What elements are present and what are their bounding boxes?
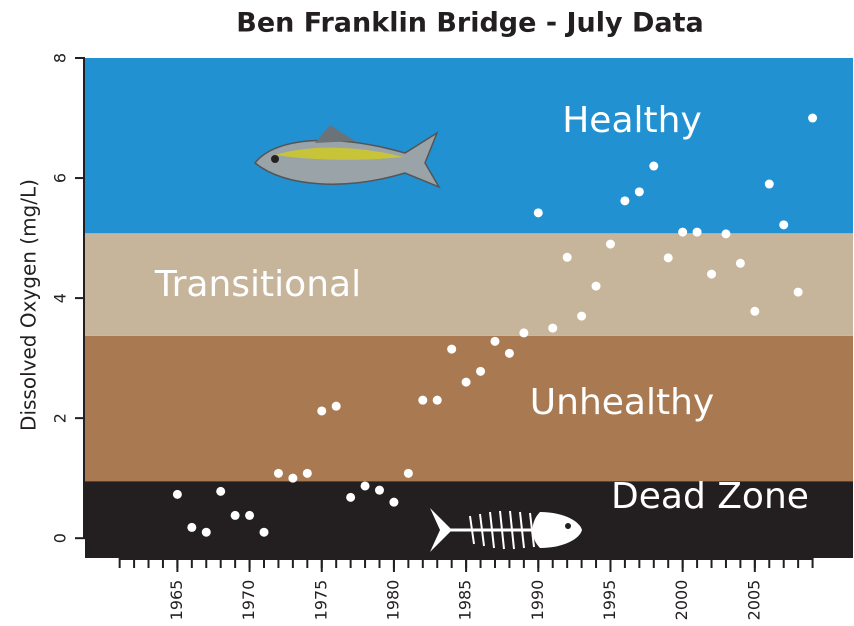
point xyxy=(735,258,745,268)
x-tick-label: 1995 xyxy=(600,580,619,621)
x-tick-label: 1980 xyxy=(383,580,402,621)
x-tick-label: 2000 xyxy=(672,580,691,621)
point xyxy=(187,522,197,532)
y-tick-label: 4 xyxy=(51,293,70,303)
x-tick-label: 1990 xyxy=(528,580,547,621)
point xyxy=(216,486,226,496)
plot xyxy=(85,58,853,558)
point xyxy=(288,473,298,483)
point xyxy=(504,348,514,358)
point xyxy=(793,287,803,297)
x-tick-label: 1965 xyxy=(167,580,186,621)
decorations xyxy=(253,125,582,552)
point xyxy=(447,344,457,354)
point xyxy=(259,527,269,537)
point xyxy=(548,323,558,333)
x-tick-label: 1970 xyxy=(239,580,258,621)
y-tick-label: 6 xyxy=(51,173,70,183)
x-tick-label: 2005 xyxy=(744,580,763,621)
healthy-fish xyxy=(253,125,441,189)
point xyxy=(649,161,659,171)
point xyxy=(577,311,587,321)
band xyxy=(85,335,853,482)
band xyxy=(85,481,853,558)
point xyxy=(764,179,774,189)
point xyxy=(678,227,688,237)
y-tick-label: 8 xyxy=(51,53,70,63)
point xyxy=(519,328,529,338)
point xyxy=(418,395,428,405)
point xyxy=(389,497,399,507)
point xyxy=(273,468,283,478)
point xyxy=(346,492,356,502)
point xyxy=(707,269,717,279)
chart-title: Ben Franklin Bridge - July Data xyxy=(236,8,703,39)
point xyxy=(374,485,384,495)
point xyxy=(360,481,370,491)
point xyxy=(245,510,255,520)
point xyxy=(230,510,240,520)
y-tick-label: 2 xyxy=(51,413,70,423)
y-tick-label: 0 xyxy=(51,533,70,543)
point xyxy=(663,253,673,263)
point xyxy=(403,468,413,478)
band xyxy=(85,233,853,336)
point xyxy=(750,306,760,316)
point xyxy=(201,527,211,537)
x-tick-label: 1975 xyxy=(311,580,330,621)
point xyxy=(779,220,789,230)
point xyxy=(317,406,327,416)
point xyxy=(432,395,442,405)
point xyxy=(808,113,818,123)
point xyxy=(605,239,615,249)
point xyxy=(490,336,500,346)
band-label: Unhealthy xyxy=(530,382,714,423)
point xyxy=(533,208,543,218)
band-label: Transitional xyxy=(154,264,361,305)
band xyxy=(85,58,853,234)
point xyxy=(692,227,702,237)
point xyxy=(620,196,630,206)
band-label: Healthy xyxy=(562,100,702,141)
point xyxy=(634,187,644,197)
point xyxy=(476,366,486,376)
y-axis-label: Dissolved Oxygen (mg/L) xyxy=(17,179,41,431)
point xyxy=(461,377,471,387)
point xyxy=(302,468,312,478)
point xyxy=(172,489,182,499)
point xyxy=(562,252,572,262)
point xyxy=(721,229,731,239)
point xyxy=(331,401,341,411)
dead-fish xyxy=(430,508,582,552)
band-label: Dead Zone xyxy=(611,476,809,517)
point xyxy=(591,281,601,291)
x-tick-label: 1985 xyxy=(456,580,475,621)
